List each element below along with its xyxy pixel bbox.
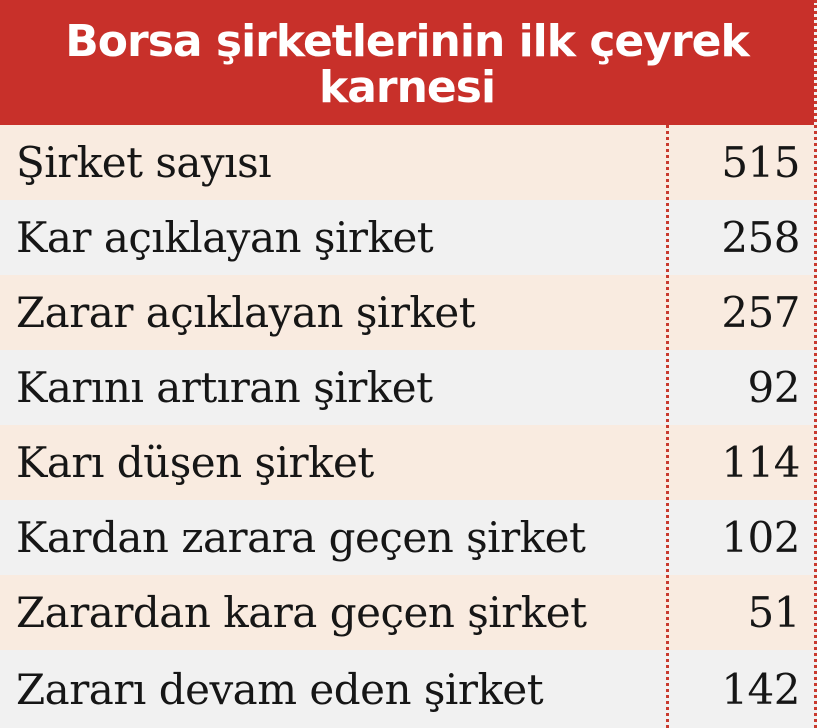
row-label: Kar açıklayan şirket: [16, 213, 434, 262]
table-row: Kar açıklayan şirket 258: [0, 200, 814, 275]
row-value: 258: [721, 213, 800, 262]
header-banner: Borsa şirketlerinin ilk çeyrek karnesi: [0, 0, 814, 125]
row-value: 102: [721, 513, 800, 562]
row-value: 142: [721, 664, 800, 714]
row-label: Kardan zarara geçen şirket: [16, 513, 586, 562]
table-row: Karını artıran şirket 92: [0, 350, 814, 425]
table-row: Zararı devam eden şirket 142: [0, 650, 814, 728]
column-divider: [666, 125, 669, 728]
row-label: Zarardan kara geçen şirket: [16, 588, 587, 637]
row-label: Şirket sayısı: [16, 138, 272, 187]
table-row: Kardan zarara geçen şirket 102: [0, 500, 814, 575]
row-value: 257: [721, 288, 800, 337]
row-value: 114: [721, 438, 800, 487]
row-label: Zararı devam eden şirket: [16, 664, 544, 714]
table-row: Zarardan kara geçen şirket 51: [0, 575, 814, 650]
row-label: Zarar açıklayan şirket: [16, 288, 476, 337]
row-value: 92: [747, 363, 801, 412]
row-value: 515: [721, 138, 800, 187]
row-label: Karını artıran şirket: [16, 363, 433, 412]
table-row: Zarar açıklayan şirket 257: [0, 275, 814, 350]
stats-table: Şirket sayısı 515 Kar açıklayan şirket 2…: [0, 125, 814, 728]
table-row: Şirket sayısı 515: [0, 125, 814, 200]
infographic-title: Borsa şirketlerinin ilk çeyrek karnesi: [65, 15, 750, 113]
table-row: Karı düşen şirket 114: [0, 425, 814, 500]
row-value: 51: [747, 588, 801, 637]
row-label: Karı düşen şirket: [16, 438, 374, 487]
